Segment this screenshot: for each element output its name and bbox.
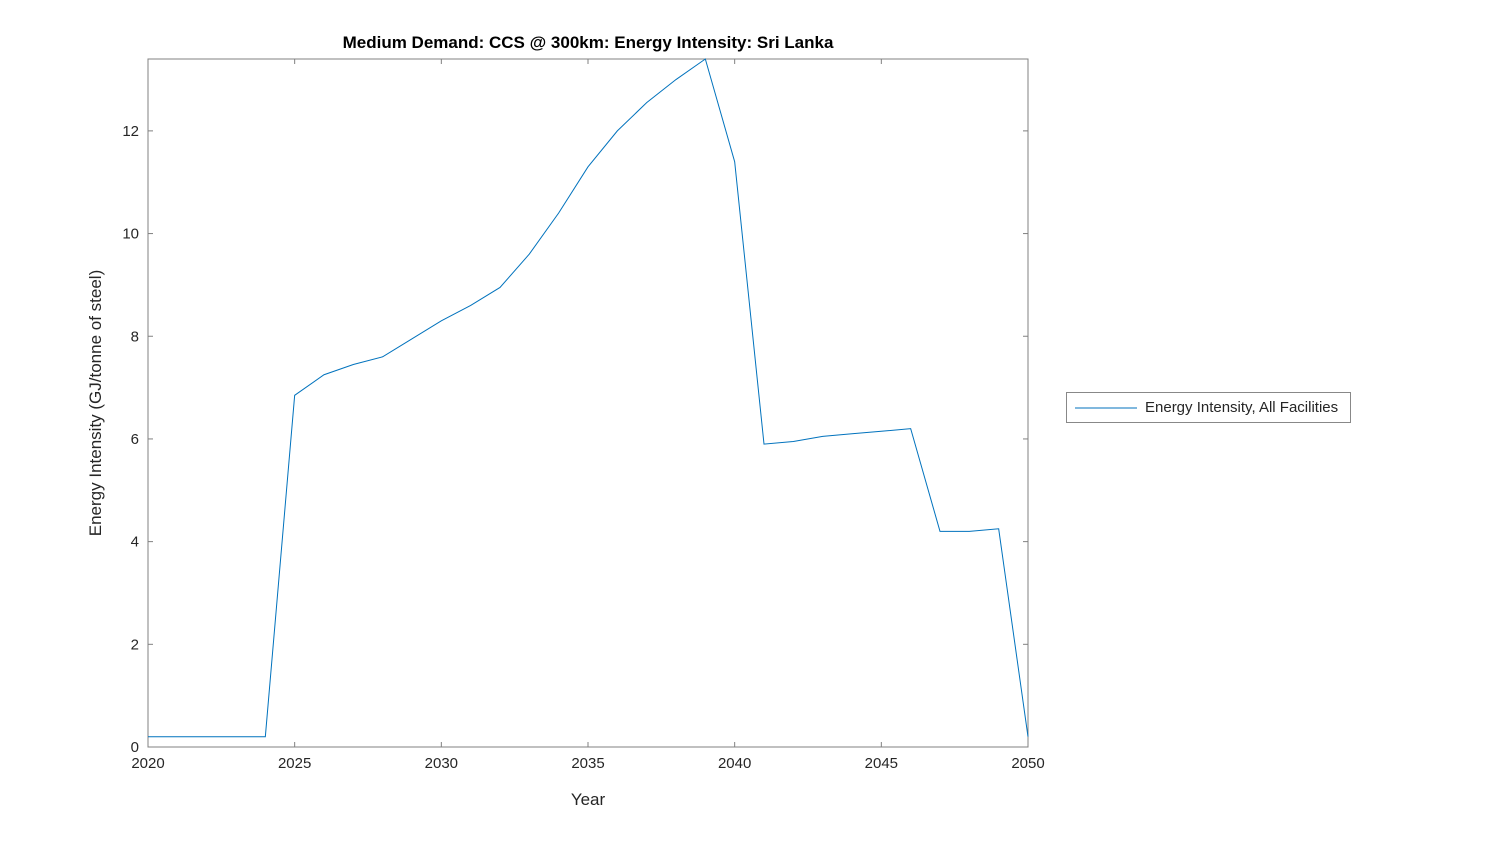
svg-text:2025: 2025 (278, 755, 311, 772)
svg-text:10: 10 (122, 226, 139, 243)
legend-label: Energy Intensity, All Facilities (1145, 399, 1339, 416)
svg-text:8: 8 (131, 328, 139, 345)
svg-text:2020: 2020 (131, 755, 164, 772)
svg-text:2: 2 (131, 636, 139, 653)
svg-text:2030: 2030 (425, 755, 458, 772)
svg-text:2040: 2040 (718, 755, 751, 772)
svg-text:2035: 2035 (571, 755, 604, 772)
svg-text:6: 6 (131, 431, 139, 448)
svg-text:0: 0 (131, 739, 139, 756)
legend: Energy Intensity, All Facilities (1066, 392, 1352, 423)
svg-text:12: 12 (122, 123, 139, 140)
svg-text:2045: 2045 (865, 755, 898, 772)
chart-title: Medium Demand: CCS @ 300km: Energy Inten… (342, 33, 834, 52)
y-axis-label: Energy Intensity (GJ/tonne of steel) (86, 269, 105, 537)
x-axis-label: Year (570, 790, 606, 809)
svg-text:4: 4 (131, 534, 139, 551)
legend-line-sample-icon (1075, 407, 1137, 408)
svg-text:2050: 2050 (1011, 755, 1044, 772)
